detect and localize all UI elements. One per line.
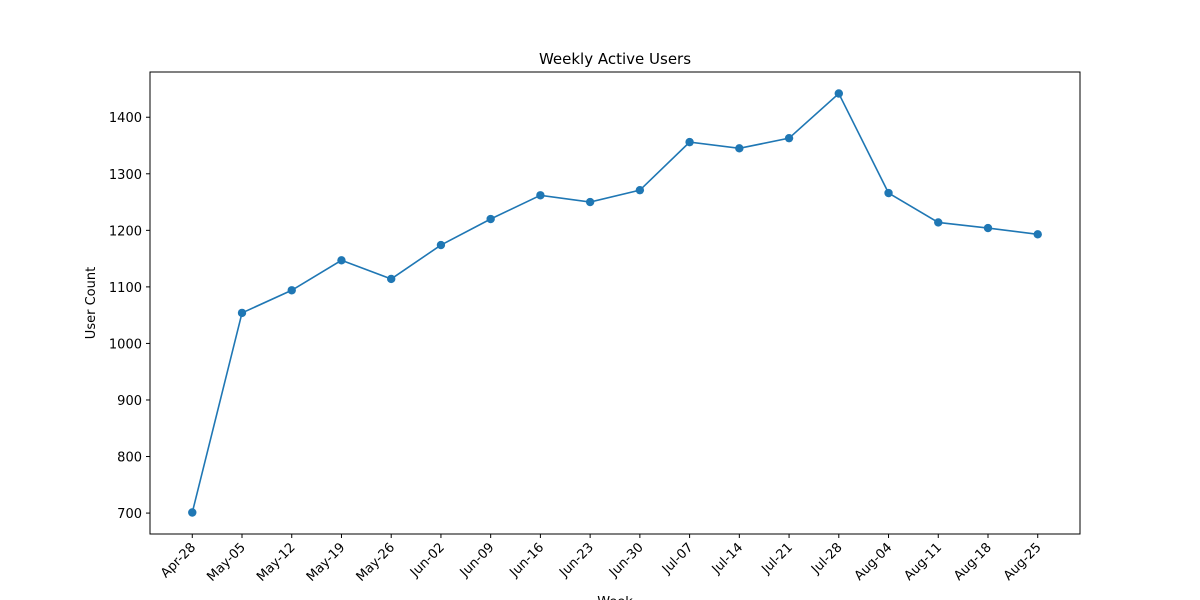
x-tick-label: Jul-07 [659, 540, 696, 577]
x-tick-label: May-12 [254, 540, 298, 584]
y-tick-label: 1400 [109, 111, 142, 126]
point [188, 508, 197, 517]
point [536, 191, 545, 200]
x-tick-label: May-05 [204, 540, 248, 584]
point [784, 133, 794, 143]
y-tick-label: 1100 [109, 281, 142, 296]
point [237, 308, 247, 318]
x-tick-label: Aug-11 [902, 540, 946, 584]
point [635, 185, 645, 195]
point [486, 214, 495, 224]
line [191, 92, 1038, 513]
point [934, 218, 943, 227]
x-tick-label: Jun-16 [507, 540, 548, 581]
x-tick-label: May-26 [354, 540, 398, 584]
point [983, 223, 993, 233]
x-tick-label: Jul-14 [709, 540, 746, 577]
x-axis-label: Week [597, 595, 633, 600]
point [834, 89, 843, 98]
x-tick-label: Apr-28 [158, 540, 199, 581]
y-tick-label: 900 [117, 394, 142, 409]
point [735, 144, 744, 153]
x-tick-label: Jun-09 [457, 540, 498, 581]
y-tick-label: 700 [117, 507, 142, 522]
plot-frame [149, 71, 1081, 535]
x-tick-label: Jul-28 [808, 540, 845, 577]
x-tick-label: Jun-30 [606, 540, 647, 581]
point [685, 137, 694, 147]
point [337, 256, 346, 265]
y-tick-label: 1200 [109, 224, 142, 239]
point [1033, 230, 1042, 239]
point [436, 240, 446, 250]
x-tick-label: Aug-18 [951, 540, 995, 584]
y-tick-label: 800 [117, 451, 142, 466]
x-tick-label: May-19 [304, 540, 348, 584]
y-tick-label: 1000 [109, 337, 142, 352]
x-tick-label: Jul-21 [758, 540, 795, 577]
chart-title: Weekly Active Users [539, 50, 691, 68]
point [287, 286, 296, 295]
x-tick-label: Aug-04 [852, 540, 896, 584]
y-tick-label: 1300 [109, 168, 142, 183]
y-axis-label: User Count [84, 267, 99, 339]
point [884, 188, 893, 198]
x-tick-label: Jun-02 [407, 540, 448, 581]
x-tick-label: Aug-25 [1001, 540, 1045, 584]
point [387, 274, 396, 284]
point [585, 197, 595, 207]
x-tick-label: Jun-23 [556, 540, 597, 581]
